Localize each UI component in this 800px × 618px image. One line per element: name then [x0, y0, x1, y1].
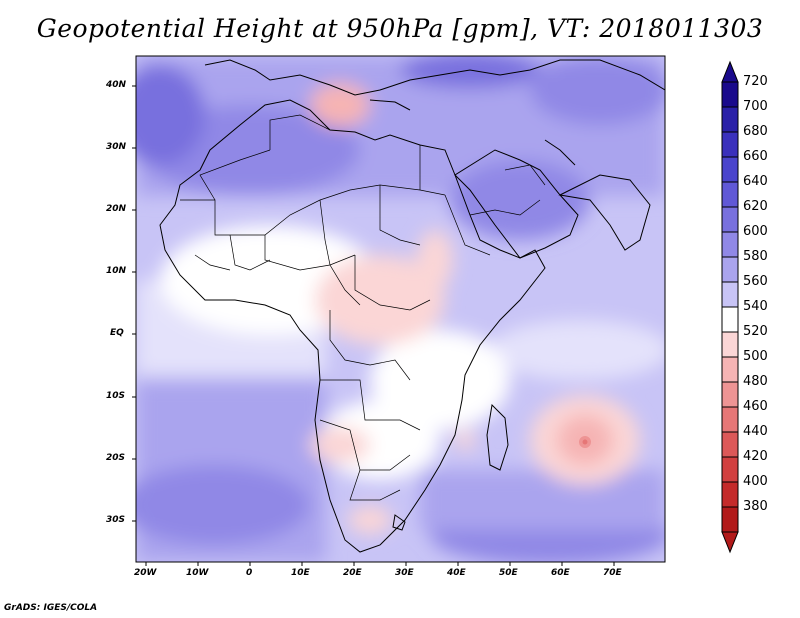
colorbar-swatch: [721, 206, 739, 233]
colorbar-swatch: [721, 106, 739, 133]
colorbar-swatch: [721, 381, 739, 408]
colorbar-label: 560: [743, 274, 768, 289]
colorbar-swatch: [721, 456, 739, 483]
colorbar-label: 580: [743, 249, 768, 264]
lat-label: 30S: [106, 515, 126, 525]
colorbar-swatch: [721, 256, 739, 283]
colorbar-bottom-arrow: [721, 531, 739, 554]
colorbar-label: 400: [743, 474, 768, 489]
colorbar-label: 480: [743, 374, 768, 389]
lon-label: 30E: [395, 568, 414, 578]
map-frame: [135, 55, 666, 563]
lat-label: 30N: [106, 142, 127, 152]
lat-label: 10N: [106, 266, 127, 276]
colorbar-label: 700: [743, 99, 768, 114]
colorbar-label: 660: [743, 149, 768, 164]
map-title: Geopotential Height at 950hPa [gpm], VT:…: [36, 14, 764, 43]
lat-label: EQ: [110, 328, 124, 338]
colorbar-label: 440: [743, 424, 768, 439]
lat-label: 20S: [106, 453, 126, 463]
colorbar-label: 680: [743, 124, 768, 139]
colorbar-swatch: [721, 356, 739, 383]
lon-label: 10E: [291, 568, 310, 578]
colorbar-top-arrow: [721, 60, 739, 83]
colorbar-swatch: [721, 131, 739, 158]
colorbar-label: 540: [743, 299, 768, 314]
lon-label: 70E: [603, 568, 622, 578]
colorbar-swatch: [721, 81, 739, 108]
grads-credit: GrADS: IGES/COLA: [4, 603, 98, 613]
colorbar-label: 720: [743, 74, 768, 89]
lon-label: 20E: [343, 568, 362, 578]
lat-label: 20N: [106, 204, 127, 214]
lat-label: 10S: [106, 391, 126, 401]
lon-label: 20W: [134, 568, 157, 578]
colorbar-swatch: [721, 156, 739, 183]
colorbar-label: 600: [743, 224, 768, 239]
lon-label: 40E: [447, 568, 466, 578]
coastlines: [159, 59, 665, 553]
colorbar-label: 420: [743, 449, 768, 464]
lat-label: 40N: [106, 80, 127, 90]
lon-label: 10W: [186, 568, 209, 578]
colorbar-label: 640: [743, 174, 768, 189]
colorbar-swatch: [721, 506, 739, 533]
colorbar-swatch: [721, 406, 739, 433]
colorbar-label: 380: [743, 499, 768, 514]
axis-ticks: [132, 85, 615, 566]
lon-label: 50E: [499, 568, 518, 578]
colorbar-label: 460: [743, 399, 768, 414]
colorbar-swatch: [721, 331, 739, 358]
colorbar-swatch: [721, 306, 739, 333]
country-borders: [180, 114, 546, 501]
colorbar-swatch: [721, 231, 739, 258]
colorbar-label: 520: [743, 324, 768, 339]
colorbar-swatch: [721, 281, 739, 308]
colorbar-swatch: [721, 181, 739, 208]
lon-label: 0: [246, 568, 253, 578]
colorbar-label: 620: [743, 199, 768, 214]
colorbar-swatch: [721, 481, 739, 508]
lon-label: 60E: [551, 568, 570, 578]
height-field: [136, 56, 665, 562]
colorbar-label: 500: [743, 349, 768, 364]
colorbar-swatch: [721, 431, 739, 458]
colorbar: [721, 60, 739, 554]
